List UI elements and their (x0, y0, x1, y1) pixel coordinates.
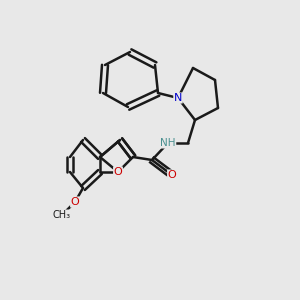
Text: O: O (70, 197, 80, 207)
Text: O: O (114, 167, 122, 177)
Text: O: O (168, 170, 176, 180)
Text: NH: NH (160, 138, 176, 148)
Text: N: N (174, 93, 182, 103)
Text: CH₃: CH₃ (53, 210, 71, 220)
